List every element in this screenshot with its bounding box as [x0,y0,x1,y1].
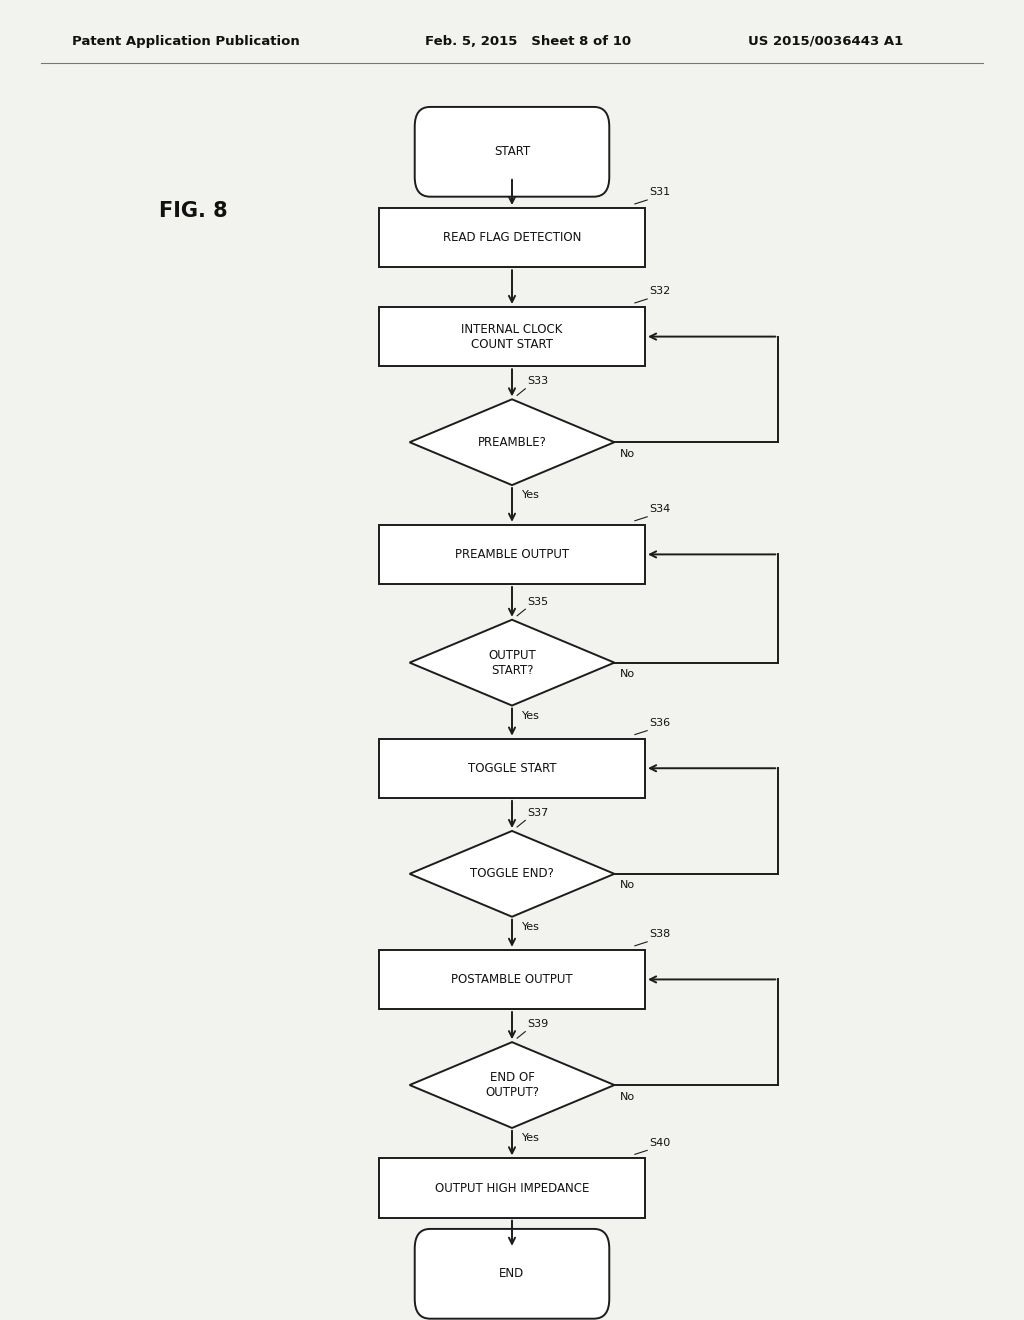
Bar [379,306,645,366]
Text: No: No [620,449,635,459]
Text: No: No [620,880,635,891]
Text: TOGGLE END?: TOGGLE END? [470,867,554,880]
Text: S38: S38 [649,929,671,940]
Text: Patent Application Publication: Patent Application Publication [72,34,299,48]
Text: PREAMBLE OUTPUT: PREAMBLE OUTPUT [455,548,569,561]
Text: S33: S33 [527,376,549,385]
FancyBboxPatch shape [415,107,609,197]
Text: INTERNAL CLOCK
COUNT START: INTERNAL CLOCK COUNT START [462,322,562,351]
Text: FIG. 8: FIG. 8 [159,201,227,222]
Polygon shape [410,832,614,916]
Text: No: No [620,669,635,680]
Text: S31: S31 [649,187,671,198]
Text: END: END [500,1267,524,1280]
Text: S37: S37 [527,808,549,817]
Bar [379,739,645,797]
Polygon shape [410,1043,614,1127]
Text: OUTPUT
START?: OUTPUT START? [488,648,536,677]
Text: Yes: Yes [522,921,540,932]
Polygon shape [410,620,614,705]
Bar [379,524,645,583]
Text: PREAMBLE?: PREAMBLE? [477,436,547,449]
Text: S36: S36 [649,718,671,729]
Text: S40: S40 [649,1138,671,1147]
Text: Yes: Yes [522,1133,540,1143]
Text: Feb. 5, 2015   Sheet 8 of 10: Feb. 5, 2015 Sheet 8 of 10 [425,34,631,48]
Polygon shape [410,399,614,484]
Bar [379,207,645,267]
Text: TOGGLE START: TOGGLE START [468,762,556,775]
Text: OUTPUT HIGH IMPEDANCE: OUTPUT HIGH IMPEDANCE [435,1181,589,1195]
Text: Yes: Yes [522,710,540,721]
Text: US 2015/0036443 A1: US 2015/0036443 A1 [748,34,903,48]
Text: Yes: Yes [522,490,540,500]
Text: POSTAMBLE OUTPUT: POSTAMBLE OUTPUT [452,973,572,986]
FancyBboxPatch shape [415,1229,609,1319]
Text: READ FLAG DETECTION: READ FLAG DETECTION [442,231,582,244]
Text: S39: S39 [527,1019,549,1030]
Text: S34: S34 [649,504,671,515]
Bar [379,950,645,1008]
Text: S32: S32 [649,286,671,297]
Text: No: No [620,1092,635,1102]
Bar [379,1159,645,1217]
Text: END OF
OUTPUT?: END OF OUTPUT? [485,1071,539,1100]
Text: S35: S35 [527,597,549,607]
Text: START: START [494,145,530,158]
